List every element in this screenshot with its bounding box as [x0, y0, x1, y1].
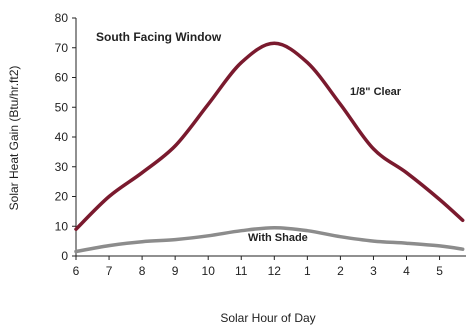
x-tick-label: 5	[436, 264, 443, 278]
x-tick-label: 3	[370, 264, 377, 278]
x-tick-label: 2	[337, 264, 344, 278]
series-line-clear	[74, 41, 465, 231]
chart-title: South Facing Window	[96, 30, 222, 44]
x-tick-label: 10	[202, 264, 216, 278]
axes	[72, 17, 466, 260]
series-lines	[74, 41, 465, 254]
series-label-clear: 1/8" Clear	[350, 86, 402, 98]
x-tick-label: 7	[106, 264, 113, 278]
x-tick-label: 4	[403, 264, 410, 278]
x-tick-label: 9	[172, 264, 179, 278]
x-tick-label: 11	[235, 264, 248, 278]
x-tick-label: 6	[73, 264, 80, 278]
x-tick-label: 1	[304, 264, 311, 278]
y-tick-label: 10	[55, 219, 69, 233]
y-axis-title: Solar Heat Gain (Btu/hr.ft2)	[7, 66, 21, 211]
y-tick-label: 20	[55, 190, 69, 204]
y-tick-label: 70	[55, 41, 69, 55]
y-tick-label: 50	[55, 100, 69, 114]
y-tick-label: 30	[55, 160, 69, 174]
x-axis-title: Solar Hour of Day	[220, 311, 315, 325]
y-tick-label: 40	[55, 130, 69, 144]
series-line-shade	[74, 225, 465, 254]
y-tick-label: 80	[55, 11, 69, 25]
y-tick-label: 0	[61, 249, 68, 263]
y-tick-label: 60	[55, 71, 69, 85]
x-tick-label: 12	[268, 264, 282, 278]
series-label-shade: With Shade	[248, 232, 308, 244]
x-tick-label: 8	[139, 264, 146, 278]
